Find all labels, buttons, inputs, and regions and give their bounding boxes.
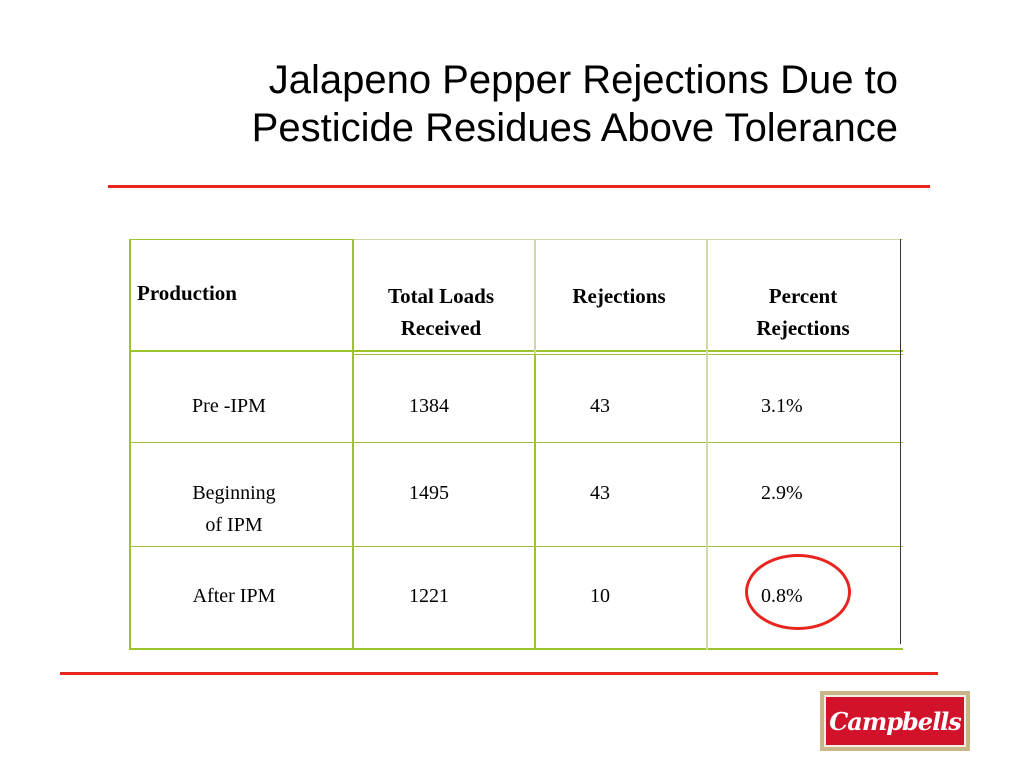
row-2-rejections: 43 — [590, 482, 610, 504]
grid-line — [129, 239, 131, 650]
title-line-2: Pesticide Residues Above Tolerance — [251, 106, 898, 150]
grid-line — [129, 648, 903, 650]
grid-line — [534, 354, 536, 650]
slide-title: Jalapeno Pepper Rejections Due to Pestic… — [120, 56, 898, 152]
rejections-table: Production Total Loads Received Rejectio… — [129, 239, 903, 650]
header-total-loads-line2: Received — [400, 316, 482, 340]
header-percent-line1: Percent — [768, 284, 838, 308]
row-3-production: After IPM — [192, 585, 276, 607]
row-3-rejections: 10 — [590, 585, 610, 607]
grid-line — [129, 442, 903, 443]
header-production: Production — [137, 281, 237, 305]
grid-line — [129, 239, 353, 240]
row-2-percent: 2.9% — [761, 482, 803, 504]
title-line-1: Jalapeno Pepper Rejections Due to — [268, 58, 898, 102]
header-rejections: Rejections — [572, 284, 666, 308]
grid-line — [129, 546, 903, 547]
row-2-production: Beginning of IPM — [129, 477, 339, 541]
row-1-percent: 3.1% — [761, 395, 803, 417]
header-percent-line2: Rejections — [756, 316, 850, 340]
logo-badge: Campbells — [824, 695, 966, 747]
bottom-divider — [60, 672, 938, 675]
highlight-circle — [745, 554, 851, 630]
header-total-loads: Total Loads Received — [353, 280, 529, 344]
grid-line — [706, 239, 708, 650]
grid-line — [129, 350, 903, 352]
grid-line — [353, 354, 903, 355]
row-2-total-loads: 1495 — [409, 482, 449, 504]
header-percent: Percent Rejections — [706, 280, 900, 344]
row-2-production-line2: of IPM — [205, 514, 263, 536]
row-1-rejections: 43 — [590, 395, 610, 417]
grid-line — [900, 239, 901, 644]
header-total-loads-line1: Total Loads — [387, 284, 494, 308]
row-1-production: Pre -IPM — [192, 395, 266, 417]
grid-line — [352, 239, 354, 650]
row-1-total-loads: 1384 — [409, 395, 449, 417]
top-divider — [108, 185, 930, 188]
campbells-logo: Campbells — [820, 691, 970, 751]
row-3-total-loads: 1221 — [409, 585, 449, 607]
row-2-production-line1: Beginning — [192, 482, 276, 504]
grid-line — [353, 239, 903, 240]
logo-wordmark: Campbells — [829, 706, 962, 736]
